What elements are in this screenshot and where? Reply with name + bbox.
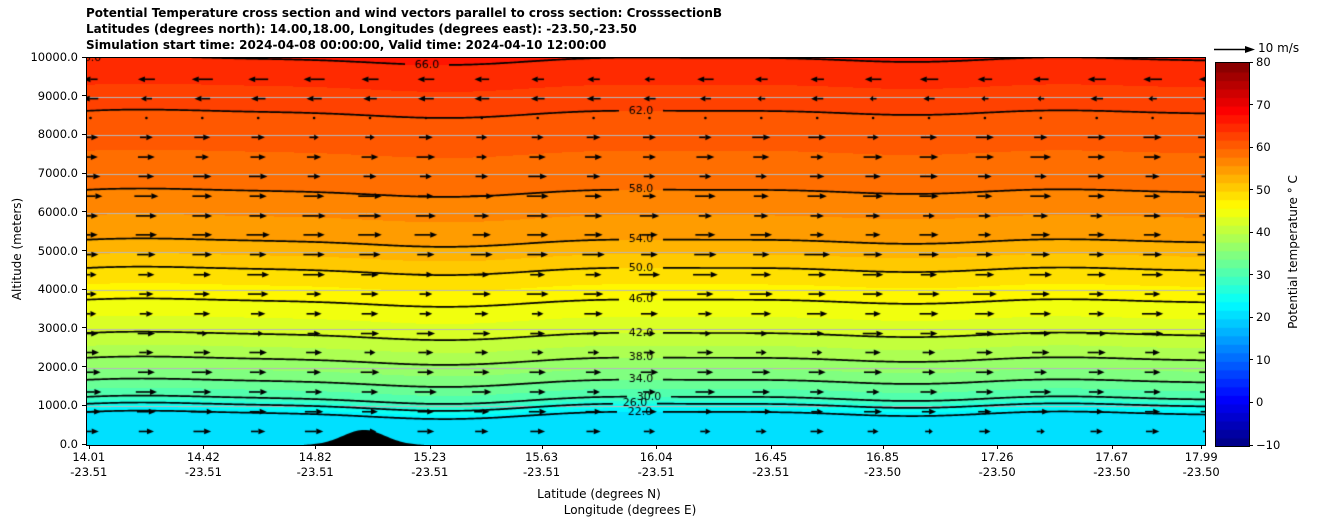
y-tick-mark [82, 172, 86, 174]
x-tick-label: 14.01 -23.51 [70, 450, 108, 479]
colorbar [1215, 62, 1250, 447]
wind-reference-arrow-icon [1214, 46, 1255, 53]
x-tick-mark [429, 445, 431, 449]
colorbar-tick-label: 80 [1256, 55, 1271, 69]
x-tick-label: 17.26 -23.50 [978, 450, 1016, 479]
plot-area [86, 57, 1206, 446]
y-tick-mark [82, 250, 86, 251]
colorbar-tick-mark [1249, 401, 1253, 403]
colorbar-tick-label: 0 [1256, 395, 1264, 410]
colorbar-canvas [1216, 63, 1249, 446]
y-tick-mark [82, 366, 86, 368]
colorbar-tick-mark [1249, 189, 1253, 191]
y-tick-mark [82, 56, 86, 58]
y-tick-label: 3000.0 [37, 320, 78, 335]
y-tick-label: 0.0 [59, 437, 78, 451]
colorbar-tick-mark [1249, 104, 1253, 106]
colorbar-tick-mark [1249, 444, 1253, 446]
colorbar-tick-mark [1249, 359, 1253, 361]
colorbar-tick-mark [1249, 231, 1253, 233]
y-tick-label: 6000.0 [37, 204, 78, 219]
y-tick-mark [82, 95, 86, 97]
x-axis-label-latitude: Latitude (degrees N) [537, 487, 661, 501]
colorbar-tick-label: 30 [1256, 267, 1271, 282]
y-tick-label: 9000.0 [37, 88, 78, 103]
x-tick-label: 17.99 -23.50 [1182, 450, 1220, 479]
colorbar-tick-label: 20 [1256, 310, 1271, 325]
figure-title-line-1: Potential Temperature cross section and … [86, 6, 723, 20]
colorbar-tick-mark [1249, 316, 1253, 318]
x-tick-label: 15.63 -23.51 [523, 450, 561, 479]
x-tick-label: 16.04 -23.51 [637, 450, 675, 479]
figure-title-line-2: Latitudes (degrees north): 14.00,18.00, … [86, 22, 637, 36]
y-tick-mark [82, 443, 86, 445]
y-tick-mark [82, 211, 86, 213]
x-tick-mark [997, 445, 999, 449]
x-axis-label-longitude: Longitude (degrees E) [563, 503, 697, 517]
x-tick-label: 16.45 -23.51 [752, 450, 790, 479]
colorbar-tick-label: −10 [1256, 438, 1281, 452]
y-tick-mark [82, 288, 86, 290]
colorbar-label: Potential temperature ° C [1286, 175, 1300, 329]
x-tick-mark [88, 445, 90, 449]
colorbar-tick-label: 40 [1256, 225, 1271, 240]
x-tick-mark [541, 445, 543, 449]
y-tick-label: 2000.0 [37, 359, 78, 374]
x-tick-mark [203, 445, 205, 449]
colorbar-tick-mark [1249, 274, 1253, 276]
x-tick-mark [1201, 445, 1203, 449]
y-tick-label: 7000.0 [37, 166, 78, 181]
x-tick-label: 14.82 -23.51 [296, 450, 334, 479]
y-tick-label: 10000.0 [30, 50, 78, 64]
x-tick-mark [656, 445, 658, 449]
x-tick-label: 15.23 -23.51 [411, 450, 449, 479]
colorbar-tick-mark [1249, 146, 1253, 148]
x-tick-mark [1111, 445, 1113, 449]
y-tick-label: 1000.0 [37, 398, 78, 413]
y-tick-label: 4000.0 [37, 282, 78, 297]
x-tick-mark [882, 445, 884, 449]
x-tick-label: 16.85 -23.50 [864, 450, 902, 479]
colorbar-tick-label: 10 [1256, 352, 1271, 367]
wind-reference-label: 10 m/s [1258, 41, 1300, 55]
colorbar-tick-mark [1249, 61, 1253, 63]
y-tick-mark [82, 404, 86, 406]
cross-section-canvas [87, 58, 1205, 445]
x-tick-label: 14.42 -23.51 [184, 450, 222, 479]
figure-title-line-3: Simulation start time: 2024-04-08 00:00:… [86, 38, 607, 52]
y-tick-label: 5000.0 [37, 243, 78, 258]
colorbar-tick-label: 70 [1256, 97, 1271, 112]
colorbar-tick-label: 60 [1256, 140, 1271, 155]
y-tick-mark [82, 133, 86, 135]
x-tick-label: 17.67 -23.50 [1093, 450, 1131, 479]
y-tick-label: 8000.0 [37, 127, 78, 142]
colorbar-tick-label: 50 [1256, 182, 1271, 197]
y-tick-mark [82, 327, 86, 329]
x-tick-mark [770, 445, 772, 449]
x-tick-mark [315, 445, 317, 449]
